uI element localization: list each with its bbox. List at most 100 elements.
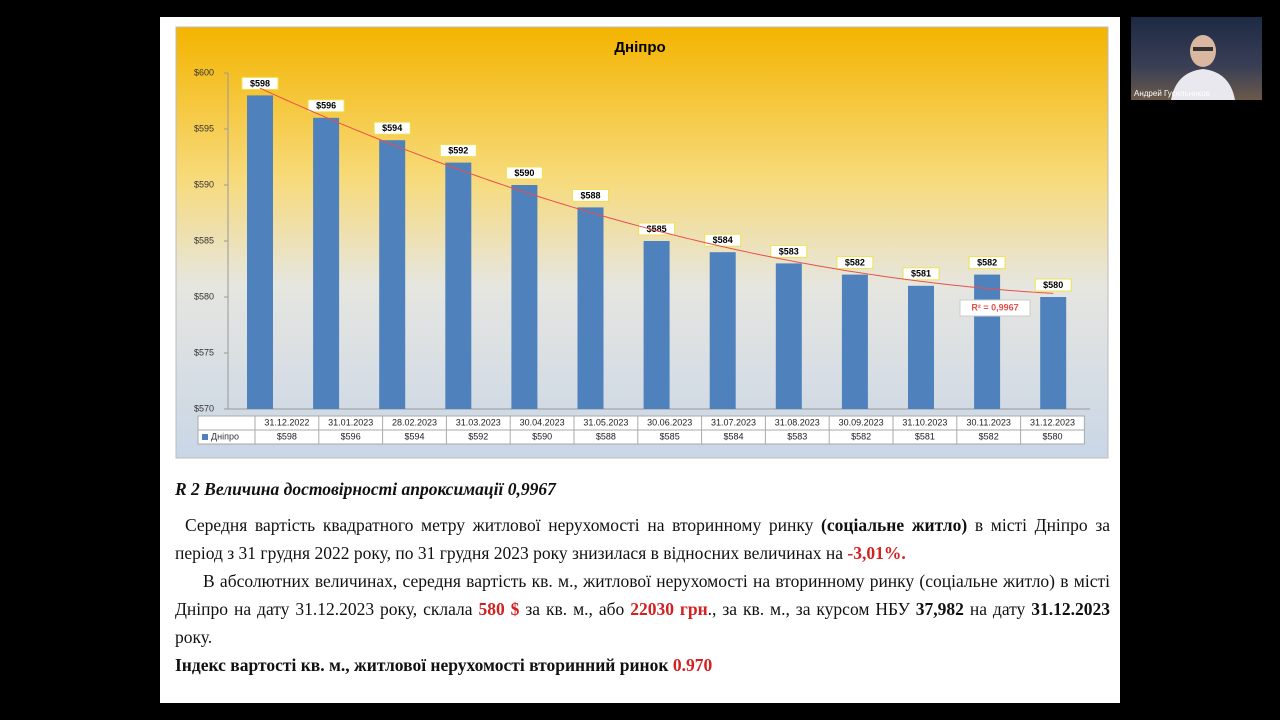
text: (соціальне житло)	[821, 515, 968, 535]
text: 31.12.2023	[1031, 599, 1110, 619]
slide: Дніпро $570 $575 $580 $585 $590 $595 $600 $598 $…	[160, 17, 1120, 703]
table-value: $580	[1042, 431, 1062, 441]
bar	[908, 285, 934, 409]
data-label: $596	[316, 101, 336, 111]
table-value: $596	[341, 431, 361, 441]
y-tick-label: $585	[194, 235, 214, 245]
table-value: $588	[596, 431, 616, 441]
text: в місті Дніпро за період з 31 грудня 202…	[175, 515, 1111, 563]
text: Середня вартість квадратного метру житло…	[185, 515, 822, 535]
x-tick-label: 31.12.2022	[264, 417, 309, 427]
table-value: $585	[660, 431, 680, 441]
text: за кв. м., або	[519, 599, 631, 619]
trend-label-box	[959, 299, 1031, 317]
bar	[379, 140, 406, 409]
data-label: $585	[647, 224, 667, 234]
data-label: $598	[250, 78, 270, 88]
bar	[775, 263, 802, 409]
x-tick-label: 31.08.2023	[775, 417, 820, 427]
table-value: $598	[277, 431, 297, 441]
chart: Дніпро $570 $575 $580 $585 $590 $595 $600 $598 $…	[175, 26, 1109, 459]
participant-video: Андрей Гусельников	[1131, 17, 1262, 100]
data-label: $584	[713, 235, 733, 245]
x-tick-label: 30.06.2023	[647, 417, 692, 427]
bar	[709, 252, 736, 409]
bar	[511, 185, 538, 409]
trend-line	[259, 87, 1054, 294]
data-label: $588	[580, 190, 600, 200]
x-tick-label: 31.12.2023	[1030, 417, 1075, 427]
paragraph: Середня вартість квадратного метру житло…	[175, 511, 1110, 567]
data-label: $592	[448, 145, 468, 155]
table-value: $584	[723, 431, 743, 441]
y-tick-label: $590	[194, 179, 214, 189]
text-body: R 2 Величина достовірності апроксимації …	[175, 475, 1110, 679]
paragraph: В абсолютних величинах, середня вартість…	[175, 567, 1110, 651]
trend-label: R² = 0,9967	[971, 302, 1018, 312]
bar	[577, 207, 604, 409]
bar	[313, 117, 340, 410]
text: 580 $	[478, 599, 520, 619]
data-label-box	[968, 256, 1006, 270]
bar	[247, 95, 273, 410]
data-label-box	[439, 144, 477, 158]
data-label: $581	[911, 269, 931, 279]
data-label: $582	[977, 257, 997, 267]
x-tick-label: 28.02.2023	[392, 417, 437, 427]
participant-image	[1171, 35, 1235, 100]
data-label: $582	[845, 257, 865, 267]
data-label-box	[505, 166, 543, 180]
x-tick-label: 31.03.2023	[456, 417, 501, 427]
data-label-box	[770, 244, 808, 258]
x-tick-label: 31.10.2023	[902, 417, 947, 427]
data-label: $580	[1043, 280, 1063, 290]
x-tick-label: 31.07.2023	[711, 417, 756, 427]
data-label: $594	[382, 123, 402, 133]
bar	[1040, 297, 1067, 409]
legend-label: Дніпро	[211, 431, 239, 441]
chart-title: Дніпро	[614, 39, 665, 56]
data-label-box	[373, 121, 411, 135]
text: 22030 грн	[630, 599, 708, 619]
y-tick-label: $580	[194, 291, 214, 301]
text: 37,982	[915, 599, 964, 619]
text: Індекс вартості кв. м., житлової нерухом…	[175, 655, 673, 675]
table-value: $582	[979, 431, 999, 441]
legend-swatch	[202, 434, 208, 440]
r2-note: R 2 Величина достовірності апроксимації …	[175, 479, 556, 499]
paragraph: Індекс вартості кв. м., житлової нерухом…	[175, 651, 1110, 679]
x-tick-label: 30.09.2023	[839, 417, 884, 427]
table-value: $582	[851, 431, 871, 441]
x-tick-label: 30.11.2023	[967, 417, 1011, 427]
text: на дату	[963, 599, 1032, 619]
table-value: $594	[404, 431, 424, 441]
text: В абсолютних величинах, середня вартість…	[175, 571, 1110, 619]
data-label-box	[638, 222, 676, 236]
table-value: $590	[532, 431, 552, 441]
participant-name: Андрей Гусельников	[1134, 89, 1210, 98]
data-label-box	[1034, 278, 1072, 292]
bar	[643, 241, 670, 409]
text: року.	[175, 627, 213, 647]
data-label-box	[902, 267, 940, 281]
data-label-box	[241, 76, 279, 90]
table-value: $592	[468, 431, 488, 441]
data-label: $590	[514, 168, 534, 178]
table-value: $583	[787, 431, 807, 441]
x-tick-label: 30.04.2023	[520, 417, 565, 427]
data-label-box	[836, 256, 874, 270]
text: ., за кв. м., за курсом НБУ	[707, 599, 916, 619]
bar	[445, 162, 472, 409]
data-label-box	[307, 99, 345, 113]
text: -3,01%.	[847, 543, 906, 563]
data-label: $583	[779, 246, 799, 256]
y-tick-label: $595	[194, 123, 214, 133]
bar	[841, 274, 868, 409]
y-tick-label: $600	[194, 67, 214, 77]
bar	[974, 274, 1001, 409]
y-tick-label: $570	[194, 403, 214, 413]
x-tick-label: 31.05.2023	[583, 417, 628, 427]
y-tick-label: $575	[194, 347, 214, 357]
data-label-box	[572, 188, 609, 202]
